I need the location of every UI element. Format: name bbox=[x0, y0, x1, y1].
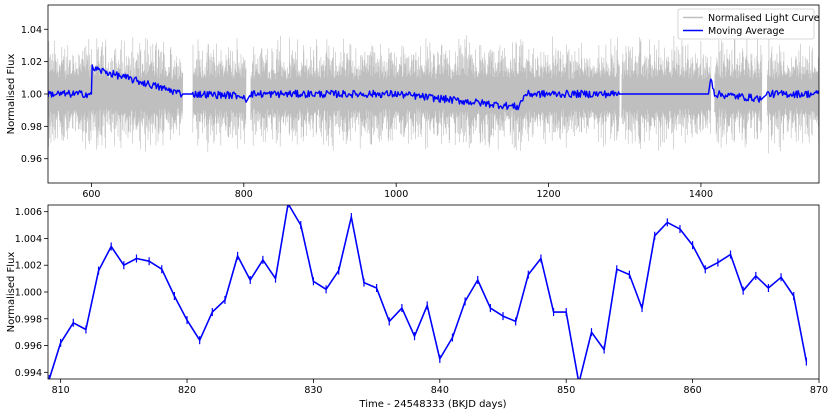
top-x-tick-label: 1000 bbox=[384, 189, 408, 200]
bottom-y-tick-label: 0.994 bbox=[15, 368, 42, 379]
top-y-ticks: 0.96 0.98 1.00 1.02 1.04 bbox=[21, 25, 48, 165]
top-y-tick-label: 1.02 bbox=[21, 57, 42, 68]
error-bars bbox=[48, 205, 807, 379]
top-x-tick-label: 1200 bbox=[536, 189, 560, 200]
top-x-tick-label: 1400 bbox=[689, 189, 713, 200]
bottom-y-tick-label: 1.000 bbox=[15, 288, 42, 299]
moving-average-line bbox=[48, 64, 819, 111]
legend-label-moving-average: Moving Average bbox=[708, 26, 785, 37]
bottom-y-tick-label: 1.006 bbox=[15, 207, 42, 218]
bottom-x-tick-label: 820 bbox=[178, 385, 196, 396]
bottom-panel: 810 820 830 840 850 860 870 0.994 0.996 0.998 1.0… bbox=[6, 204, 828, 410]
top-x-ticks: 600 800 1000 1200 1400 bbox=[82, 183, 713, 200]
legend-box bbox=[677, 8, 815, 40]
top-panel: 600 800 1000 1200 1400 0.960.981.001.021.04 … bbox=[6, 4, 820, 200]
x-axis-label: Time - 24548333 (BKJD days) bbox=[358, 399, 506, 410]
top-y-tick-label: 1.04 bbox=[21, 25, 42, 36]
top-y-tick-label: 1.00 bbox=[21, 90, 42, 101]
legend: Normalised Light Curve Moving Average bbox=[677, 8, 820, 40]
bottom-y-tick-label: 0.996 bbox=[15, 341, 42, 352]
bottom-x-ticks: 810 820 830 840 850 860 870 bbox=[52, 379, 828, 396]
top-y-tick-label: 0.96 bbox=[21, 154, 42, 165]
top-y-tick-label: 0.98 bbox=[21, 122, 42, 133]
light-curve-segment bbox=[621, 35, 712, 151]
bottom-y-axis-label: Normalised Flux bbox=[6, 252, 17, 333]
bottom-x-tick-label: 840 bbox=[431, 385, 449, 396]
top-y-axis-label: Normalised Flux bbox=[6, 54, 17, 135]
bottom-y-ticks: 0.994 0.996 0.998 1.000 1.002 1.004 1.006 bbox=[15, 207, 48, 379]
light-curve-segment bbox=[48, 37, 184, 152]
bottom-x-tick-label: 860 bbox=[684, 385, 702, 396]
light-curve-segment bbox=[250, 35, 620, 151]
bottom-x-tick-label: 830 bbox=[304, 385, 322, 396]
top-x-tick-label: 800 bbox=[235, 189, 253, 200]
moving-average-line-zoom bbox=[48, 205, 808, 379]
legend-label-light-curve: Normalised Light Curve bbox=[708, 13, 820, 24]
bottom-y-tick-label: 1.002 bbox=[15, 261, 42, 272]
bottom-y-tick-label: 1.004 bbox=[15, 234, 42, 245]
bottom-x-tick-label: 850 bbox=[557, 385, 575, 396]
bottom-y-tick-label: 0.998 bbox=[15, 314, 42, 325]
bottom-x-tick-label: 870 bbox=[810, 385, 828, 396]
bottom-plot-frame bbox=[47, 204, 820, 380]
bottom-x-tick-label: 810 bbox=[52, 385, 70, 396]
light-curve-segment bbox=[714, 34, 763, 148]
top-x-tick-label: 600 bbox=[82, 189, 100, 200]
